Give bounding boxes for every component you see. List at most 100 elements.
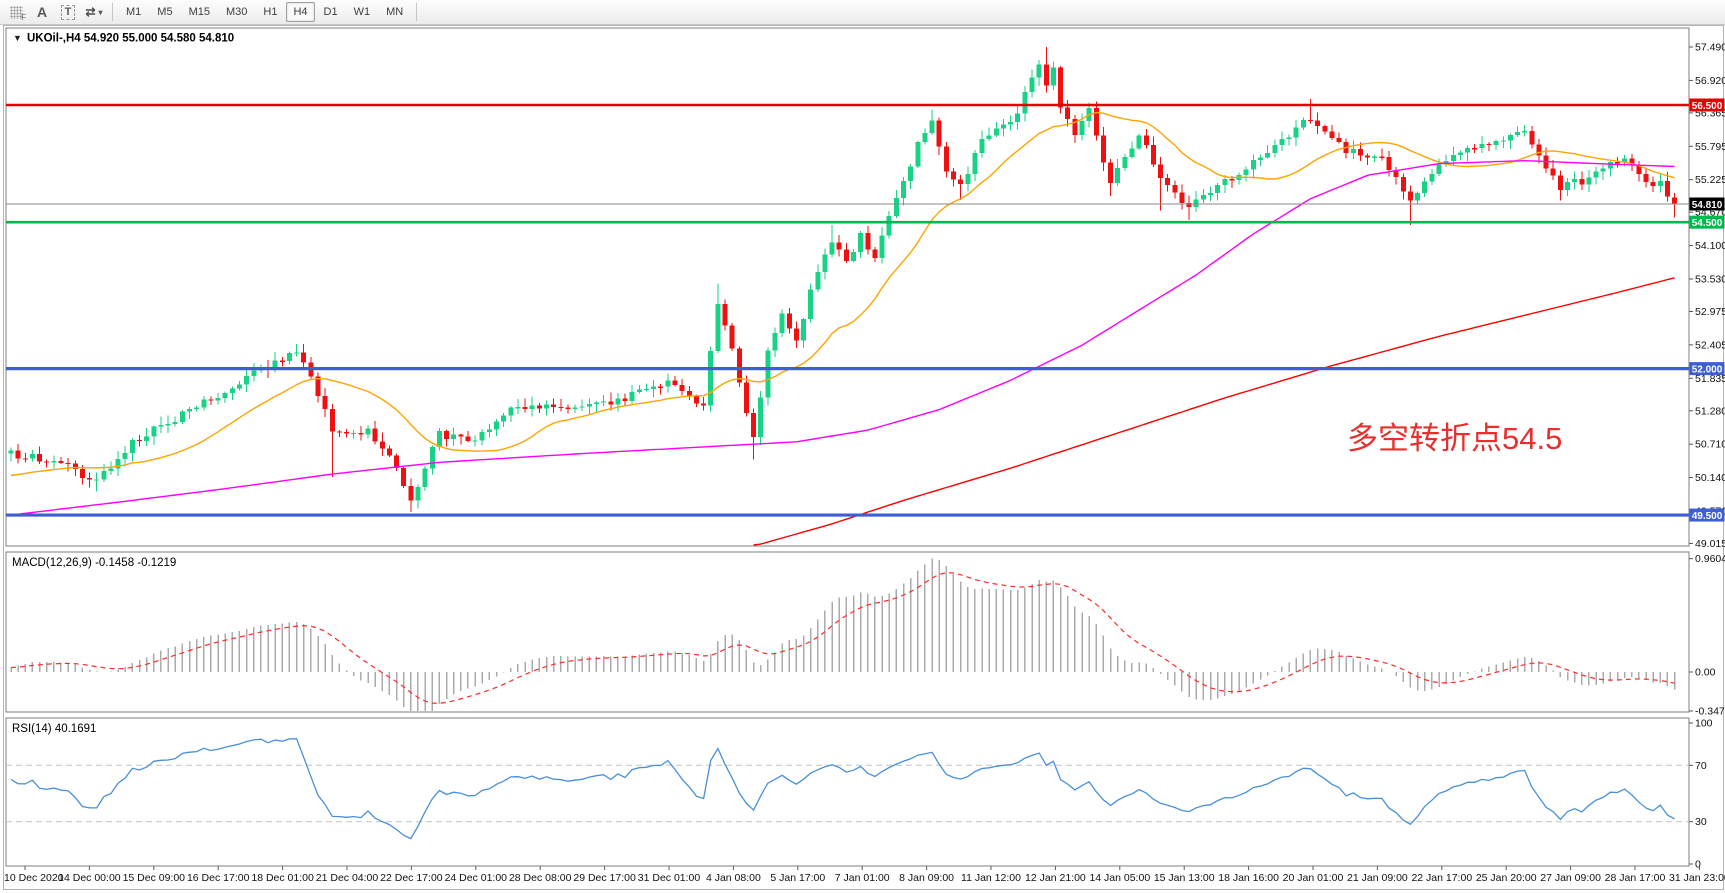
candle <box>686 391 692 397</box>
rsi-level-lines <box>6 764 1689 823</box>
candle <box>558 407 564 409</box>
candle <box>886 216 892 236</box>
label-tool-button[interactable]: A <box>30 1 54 23</box>
candle <box>551 404 557 408</box>
candle <box>793 328 799 341</box>
candle <box>1186 203 1192 208</box>
candle <box>722 303 728 326</box>
annotation-text[interactable]: 多空转折点54.5 <box>1347 421 1562 456</box>
candle <box>1372 156 1378 158</box>
candle <box>236 384 242 389</box>
candle <box>451 434 457 440</box>
candle <box>1472 148 1478 150</box>
candle <box>922 132 928 143</box>
timeframe-button-h4[interactable]: H4 <box>286 2 315 22</box>
candle <box>1400 177 1406 192</box>
symbol-collapse-icon[interactable]: ▼ <box>13 33 22 43</box>
horizontal-level-lines[interactable] <box>6 103 1689 517</box>
candle <box>301 352 307 363</box>
candle <box>351 432 357 434</box>
dot-grid-icon <box>9 5 23 19</box>
macd-tick-label: -0.3473 <box>1695 706 1725 718</box>
cursor-mode-button[interactable]: ⇄ ▾ <box>82 1 106 23</box>
candle <box>1058 67 1064 108</box>
candle <box>1607 162 1613 169</box>
timeframe-group: M1 M5 M15 M30 H1 H4 D1 W1 MN <box>118 2 411 22</box>
timeframe-button-d1[interactable]: D1 <box>323 6 338 18</box>
macd-panel[interactable] <box>5 551 1690 713</box>
candle <box>972 153 978 174</box>
candle <box>144 436 150 442</box>
date-label: 10 Dec 2020 <box>4 872 64 884</box>
timeframe-button-m30[interactable]: M30 <box>225 6 248 18</box>
main-price-panel[interactable] <box>5 27 1690 547</box>
candle <box>365 428 371 435</box>
chevron-down-icon: ▾ <box>98 7 103 17</box>
candle <box>1500 140 1506 142</box>
candle <box>408 486 414 501</box>
timeframe-button-m5[interactable]: M5 <box>157 6 173 18</box>
candle <box>1279 139 1285 145</box>
candle <box>1593 171 1599 178</box>
candle <box>315 376 321 396</box>
date-label: 29 Dec 17:00 <box>573 872 636 884</box>
candle <box>1243 169 1249 175</box>
candle <box>851 251 857 262</box>
date-label: 21 Dec 04:00 <box>316 872 379 884</box>
fast-ma-line <box>10 111 1675 477</box>
date-label: 7 Jan 01:00 <box>835 872 890 884</box>
timeframe-button-m1[interactable]: M1 <box>126 6 142 18</box>
price-tick-label: 49.015 <box>1695 538 1725 550</box>
timeframe-button-w1[interactable]: W1 <box>353 6 371 18</box>
candle <box>8 450 14 454</box>
candle <box>272 360 278 370</box>
toolbar-separator <box>416 3 418 21</box>
candle <box>1557 175 1563 190</box>
date-label: 22 Jan 17:00 <box>1411 872 1472 884</box>
slow-ma-line <box>753 277 1675 546</box>
mid-ma-line <box>10 159 1675 516</box>
candle <box>565 407 571 409</box>
candle <box>643 388 649 391</box>
candle <box>422 468 428 488</box>
candle <box>1229 179 1235 181</box>
candle <box>929 120 935 133</box>
timeframe-button-m15[interactable]: M15 <box>188 6 210 18</box>
candle <box>601 401 607 403</box>
candle <box>115 458 121 469</box>
date-label: 18 Dec 01:00 <box>251 872 314 884</box>
candle <box>829 242 835 255</box>
candle <box>658 386 664 388</box>
candle <box>822 254 828 272</box>
candle <box>1386 156 1392 170</box>
candle <box>94 479 100 481</box>
candle <box>129 439 135 454</box>
candle <box>479 432 485 441</box>
pattern-fill-icon[interactable]: F <box>4 1 28 23</box>
candlestick-series <box>8 47 1678 513</box>
candle <box>208 399 214 401</box>
candle <box>1100 135 1106 163</box>
candle <box>1136 135 1142 149</box>
candle <box>165 424 171 426</box>
candle <box>1622 158 1628 163</box>
candle <box>950 171 956 180</box>
candle <box>536 405 542 409</box>
candle <box>1465 148 1471 153</box>
candle <box>415 487 421 501</box>
price-tick-label: 56.920 <box>1695 75 1725 87</box>
date-label: 15 Jan 13:00 <box>1154 872 1215 884</box>
price-badges: 56.500 54.810 54.500 52.000 49.500 <box>1689 98 1725 522</box>
candle <box>936 120 942 147</box>
date-label: 25 Jan 20:00 <box>1476 872 1537 884</box>
rsi-panel[interactable] <box>5 717 1690 867</box>
candle <box>401 468 407 487</box>
price-badge-label: 52.000 <box>1692 365 1723 376</box>
rsi-tick-label: 0 <box>1695 859 1701 871</box>
candle <box>158 424 164 427</box>
textbox-tool-button[interactable]: T <box>56 1 80 23</box>
candle <box>1357 149 1363 156</box>
timeframe-button-mn[interactable]: MN <box>386 6 404 18</box>
timeframe-button-h1[interactable]: H1 <box>263 6 278 18</box>
candle <box>15 450 21 459</box>
